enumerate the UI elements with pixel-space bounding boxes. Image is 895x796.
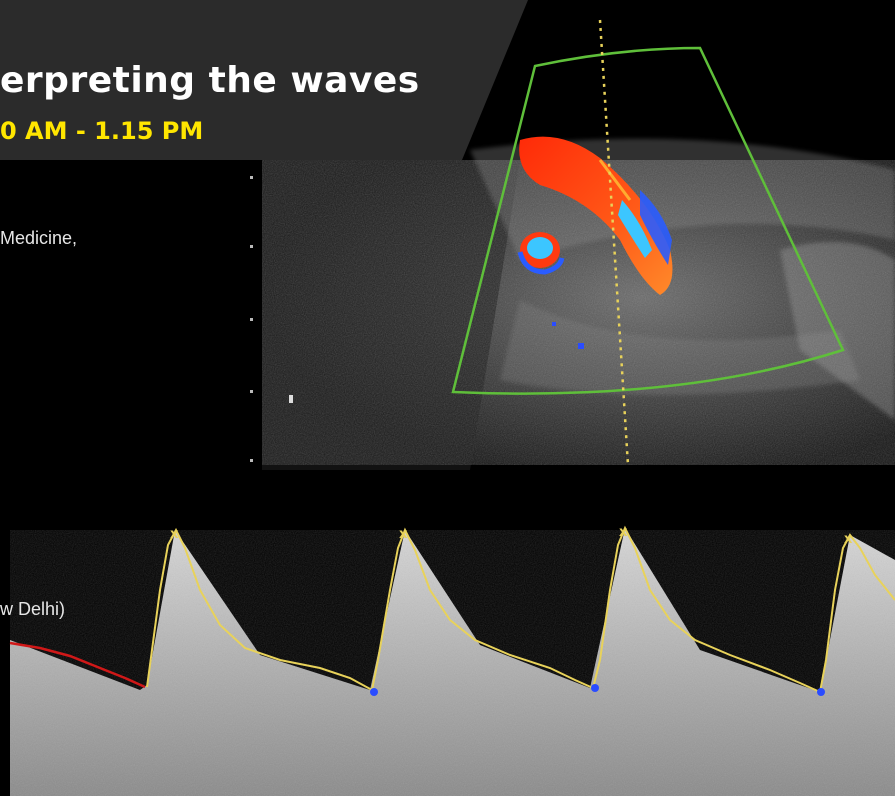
peak-marker: x xyxy=(844,532,853,547)
peak-marker: x xyxy=(399,527,408,542)
waveform-trace-red xyxy=(9,641,146,689)
peak-marker: x xyxy=(619,525,628,540)
focus-marker xyxy=(289,395,293,403)
sample-line xyxy=(598,19,630,466)
doppler-spectrum xyxy=(10,528,895,796)
peak-marker: x xyxy=(170,527,179,542)
location-fragment: w Delhi) xyxy=(0,599,66,619)
depth-marker xyxy=(250,245,253,248)
b-mode-image xyxy=(250,138,895,470)
depth-marker xyxy=(250,390,253,393)
doppler-sector-outline xyxy=(451,46,845,395)
depth-marker xyxy=(250,176,253,179)
trough-marker xyxy=(370,688,378,696)
trough-marker xyxy=(591,684,599,692)
depth-marker xyxy=(250,459,253,462)
waveform-trace-yellow xyxy=(146,525,895,694)
color-flow xyxy=(517,136,673,349)
title-banner xyxy=(0,0,528,160)
trough-marker xyxy=(817,688,825,696)
depth-marker xyxy=(250,318,253,321)
speaker-affiliation-fragment: Medicine, xyxy=(0,228,78,248)
